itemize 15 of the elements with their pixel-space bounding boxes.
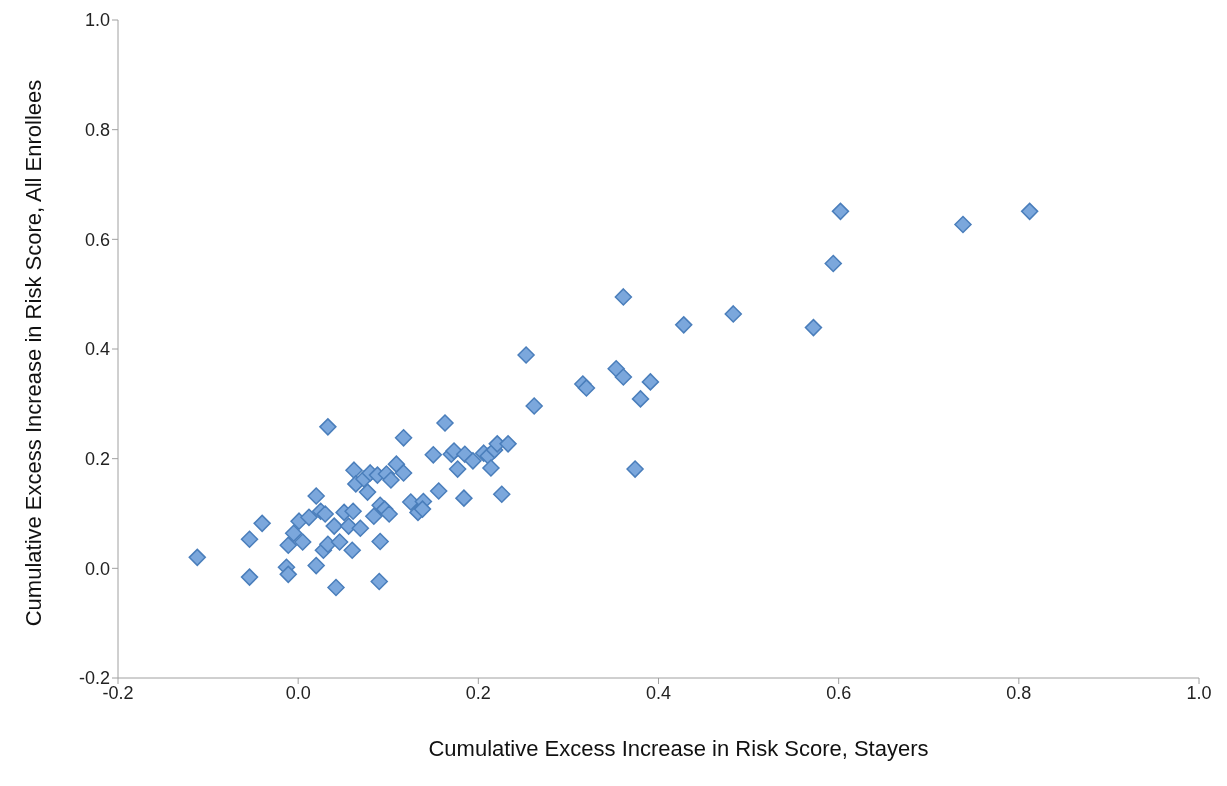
x-tick-label: 0.8	[1006, 682, 1032, 703]
y-tick-label: 0.4	[84, 339, 110, 360]
x-tick-label: 0.0	[285, 682, 311, 703]
y-tick-label: 1.0	[84, 10, 110, 31]
x-axis-title: Cumulative Excess Increase in Risk Score, Stayers	[427, 736, 930, 762]
y-axis-title: Cumulative Excess Increase in Risk Score, All Enrollees	[21, 79, 47, 627]
x-tick-label: 1.0	[1186, 682, 1212, 703]
y-tick-label: 0.2	[84, 449, 110, 470]
y-tick-label: 0.6	[84, 229, 110, 250]
x-tick-label: 0.4	[645, 682, 672, 703]
x-tick-label: 0.2	[465, 682, 491, 703]
y-tick-label: -0.2	[78, 668, 110, 689]
y-tick-label: 0.0	[84, 558, 110, 579]
x-tick-label: 0.6	[826, 682, 852, 703]
y-tick-label: 0.8	[84, 120, 110, 141]
